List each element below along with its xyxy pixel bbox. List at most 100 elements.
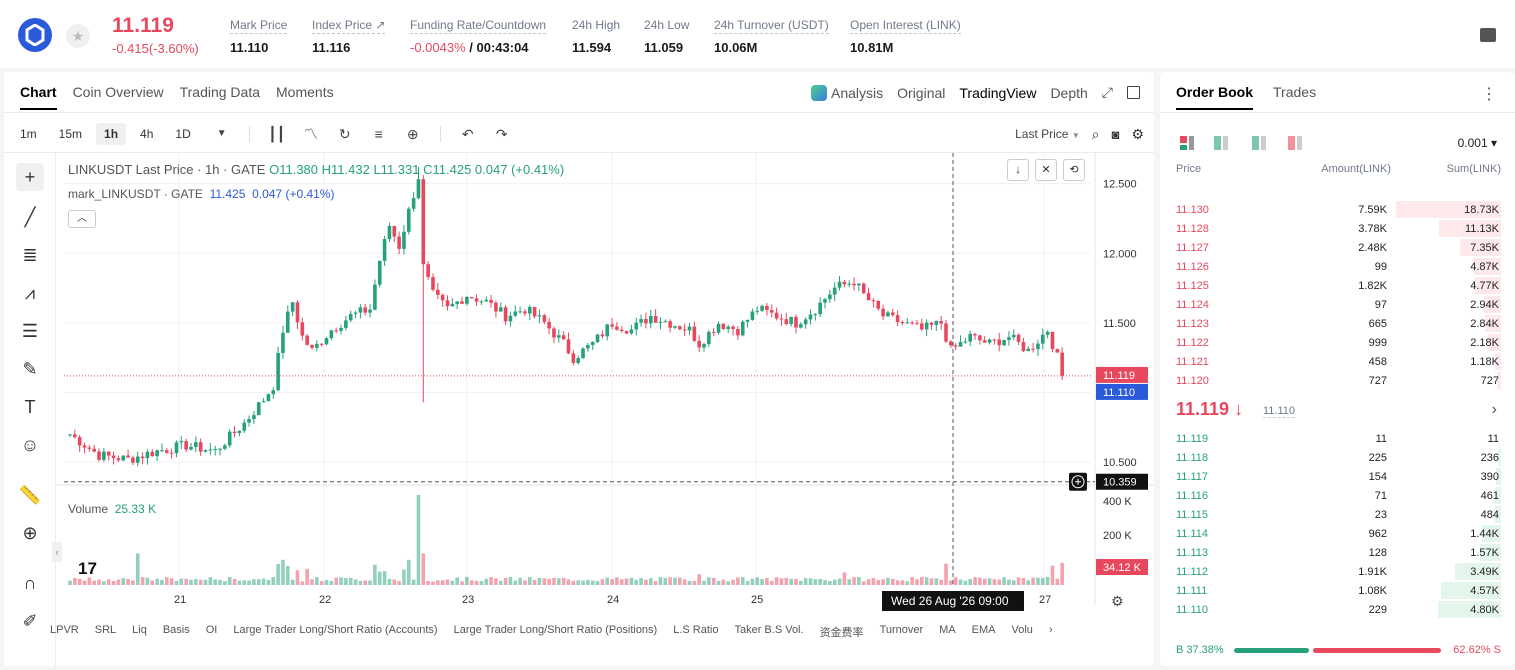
view-green-icon[interactable] xyxy=(1252,136,1266,150)
replay-icon[interactable]: ↻ xyxy=(338,126,351,142)
candle[interactable] xyxy=(266,394,271,402)
candle[interactable] xyxy=(615,326,619,330)
expand-icon[interactable]: ⤢ xyxy=(1101,84,1113,100)
bid-row[interactable]: 11.112 1.91K 3.49K xyxy=(1160,562,1515,581)
candle[interactable] xyxy=(813,314,818,316)
candle[interactable] xyxy=(745,319,750,322)
candle[interactable] xyxy=(586,345,590,349)
candle[interactable] xyxy=(905,322,910,324)
refresh-icon[interactable]: ⟲ xyxy=(1063,159,1085,181)
candle[interactable] xyxy=(140,456,145,459)
candle[interactable] xyxy=(750,311,755,320)
stat-mark-price[interactable]: Mark Price 11.110 xyxy=(230,16,288,55)
candle[interactable] xyxy=(1055,349,1060,353)
candle[interactable] xyxy=(765,305,769,311)
candle[interactable] xyxy=(116,458,121,461)
candle[interactable] xyxy=(692,326,697,341)
candle[interactable] xyxy=(77,437,82,446)
candle[interactable] xyxy=(808,314,813,320)
candle[interactable] xyxy=(450,303,455,307)
candle[interactable] xyxy=(557,335,561,338)
parallel-lines-icon[interactable]: ≣ xyxy=(22,244,38,265)
ask-row[interactable]: 11.120 727 727 xyxy=(1160,371,1515,390)
candle[interactable] xyxy=(353,312,358,314)
candle[interactable] xyxy=(1002,339,1006,346)
candle[interactable] xyxy=(847,283,852,285)
candle[interactable] xyxy=(363,307,368,313)
candle[interactable] xyxy=(648,315,653,324)
candle[interactable] xyxy=(208,449,213,451)
candle[interactable] xyxy=(198,442,203,452)
emoji-icon[interactable]: ☺ xyxy=(20,434,40,455)
candle[interactable] xyxy=(189,446,193,450)
window-icon[interactable] xyxy=(1127,86,1140,99)
candle[interactable] xyxy=(619,329,624,332)
candle[interactable] xyxy=(213,449,217,451)
candle[interactable] xyxy=(552,328,556,338)
candle[interactable] xyxy=(673,326,677,328)
candle[interactable] xyxy=(871,300,876,302)
candle[interactable] xyxy=(382,239,387,261)
gear-icon[interactable]: ⚙ xyxy=(1131,125,1144,142)
candle[interactable] xyxy=(300,322,305,336)
candle[interactable] xyxy=(1045,331,1050,335)
candle[interactable] xyxy=(876,300,881,309)
candle[interactable] xyxy=(818,302,822,315)
candle[interactable] xyxy=(194,442,198,447)
candle[interactable] xyxy=(1041,334,1045,344)
candle[interactable] xyxy=(82,445,87,448)
candle[interactable] xyxy=(890,312,895,316)
candle[interactable] xyxy=(310,344,314,348)
candle[interactable] xyxy=(668,321,672,328)
indicator-item[interactable]: Liq xyxy=(132,624,147,636)
candle[interactable] xyxy=(227,431,232,446)
candle[interactable] xyxy=(595,334,600,342)
tab-trades[interactable]: Trades xyxy=(1273,84,1317,100)
candle[interactable] xyxy=(740,321,745,336)
candle[interactable] xyxy=(305,335,309,345)
pattern-icon[interactable]: ⩘ xyxy=(24,282,36,303)
candle[interactable] xyxy=(953,345,958,347)
candle[interactable] xyxy=(934,320,939,325)
ask-row[interactable]: 11.128 3.78K 11.13K xyxy=(1160,219,1515,238)
bid-row[interactable]: 11.115 23 484 xyxy=(1160,505,1515,524)
indicator-item[interactable]: EMA xyxy=(971,624,996,636)
candle[interactable] xyxy=(736,329,740,336)
candle[interactable] xyxy=(324,338,329,345)
candle[interactable] xyxy=(455,301,459,304)
candle[interactable] xyxy=(958,342,963,347)
candle[interactable] xyxy=(256,402,261,416)
ask-row[interactable]: 11.126 99 4.87K xyxy=(1160,257,1515,276)
tab-trading-data[interactable]: Trading Data xyxy=(179,84,261,100)
candle[interactable] xyxy=(334,330,338,332)
candle[interactable] xyxy=(1011,334,1016,338)
indicator-item[interactable]: Large Trader Long/Short Ratio (Accounts) xyxy=(233,624,438,636)
indicator-item[interactable]: OI xyxy=(205,624,218,636)
candle[interactable] xyxy=(169,452,174,454)
candle[interactable] xyxy=(842,281,847,285)
candle[interactable] xyxy=(924,322,929,330)
candle[interactable] xyxy=(828,294,832,300)
candle[interactable] xyxy=(794,316,798,328)
bid-row[interactable]: 11.119 11 11 xyxy=(1160,429,1515,448)
candle[interactable] xyxy=(150,451,155,457)
candle[interactable] xyxy=(411,198,416,209)
tab-tradingview[interactable]: TradingView xyxy=(959,84,1037,101)
candle[interactable] xyxy=(111,455,116,459)
candle[interactable] xyxy=(145,451,150,459)
candle[interactable] xyxy=(397,236,401,249)
stat-funding-rate[interactable]: Funding Rate/Countdown -0.0043% / 00:43:… xyxy=(410,16,547,55)
candle[interactable] xyxy=(581,348,585,359)
candle[interactable] xyxy=(344,320,348,328)
candle[interactable] xyxy=(678,326,682,330)
candle[interactable] xyxy=(281,332,285,353)
candle[interactable] xyxy=(1050,331,1055,350)
candle[interactable] xyxy=(373,284,377,310)
candle[interactable] xyxy=(479,301,484,303)
candle[interactable] xyxy=(368,309,372,313)
bid-row[interactable]: 11.117 154 390 xyxy=(1160,467,1515,486)
candle[interactable] xyxy=(489,299,493,303)
candle[interactable] xyxy=(1036,343,1040,350)
candle[interactable] xyxy=(174,442,179,454)
price-type-select[interactable]: Last Price ▼ xyxy=(1015,127,1080,141)
